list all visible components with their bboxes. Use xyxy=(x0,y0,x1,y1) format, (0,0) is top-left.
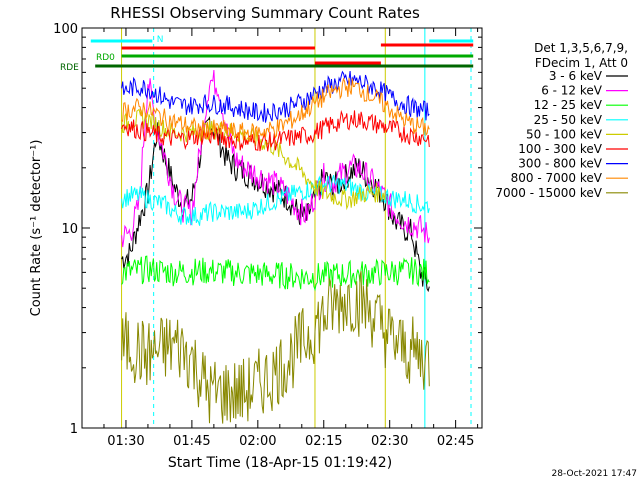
legend-entry-0: 3 - 6 keV xyxy=(549,69,603,83)
legend: Det 1,3,5,6,7,9,FDecim 1, Att 03 - 6 keV… xyxy=(495,41,628,200)
legend-header-1: FDecim 1, Att 0 xyxy=(535,56,628,70)
legend-entry-3: 25 - 50 keV xyxy=(534,113,603,127)
x-tick-label-0: 01:30 xyxy=(107,434,144,449)
flag-label-2: RDE xyxy=(60,63,79,73)
legend-entry-2: 12 - 25 keV xyxy=(534,98,603,112)
x-tick-label-2: 02:00 xyxy=(239,434,276,449)
legend-entry-8: 7000 - 15000 keV xyxy=(495,186,602,200)
flag-label-1: RD0 xyxy=(96,53,115,63)
y-axis-label: Count Rate (s⁻¹ detector⁻¹) xyxy=(29,140,44,317)
legend-entry-4: 50 - 100 keV xyxy=(526,127,603,141)
legend-header-0: Det 1,3,5,6,7,9, xyxy=(534,41,628,55)
y-tick-label-1: 10 xyxy=(61,222,78,237)
legend-entry-5: 100 - 300 keV xyxy=(518,142,602,156)
series-line-5 xyxy=(121,109,430,152)
footer-date: 28-Oct-2021 17:47 xyxy=(552,469,637,479)
x-tick-label-5: 02:45 xyxy=(437,434,474,449)
x-axis-label: Start Time (18-Apr-15 01:19:42) xyxy=(168,455,392,471)
x-tick-label-4: 02:30 xyxy=(371,434,408,449)
x-tick-label-3: 02:15 xyxy=(305,434,342,449)
legend-entry-6: 300 - 800 keV xyxy=(518,157,602,171)
series-line-6 xyxy=(121,70,430,123)
plot-area: N RD0 RDE xyxy=(60,28,474,428)
series-line-7 xyxy=(121,77,430,143)
y-tick-label-2: 100 xyxy=(53,22,78,37)
x-tick-label-1: 01:45 xyxy=(173,434,210,449)
plot-frame xyxy=(81,27,483,429)
series-line-1 xyxy=(121,69,430,248)
y-axis: 1 10 100 xyxy=(53,22,482,437)
legend-entry-7: 800 - 7000 keV xyxy=(511,171,603,185)
series-line-8 xyxy=(121,270,430,424)
chart-title: RHESSI Observing Summary Count Rates xyxy=(110,4,420,22)
y-tick-label-0: 1 xyxy=(70,422,78,437)
legend-entry-1: 6 - 12 keV xyxy=(541,84,603,98)
x-axis: 01:30 01:45 02:00 02:15 02:30 02:45 xyxy=(103,28,479,449)
series-line-2 xyxy=(121,255,430,292)
flag-label-0: N xyxy=(157,35,164,45)
